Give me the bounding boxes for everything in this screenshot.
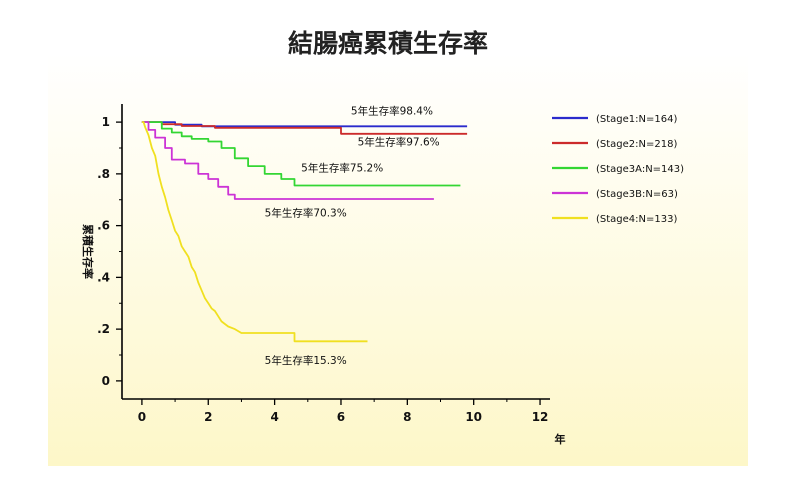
x-axis-label: 年 [555, 432, 566, 446]
chart-title: 結腸癌累積生存率 [288, 29, 488, 58]
y-tick-label: .6 [97, 219, 110, 233]
x-tick-label: 2 [204, 410, 212, 424]
series-line-3 [141, 121, 461, 187]
chart-area: 結腸癌累積生存率 0.2.4.6.8 1 0 2 4 6 8 10 12 年累積生存率 5年生存率… [48, 18, 748, 466]
y-axis-label: 累積生存率 [81, 224, 95, 279]
x-tick-label: 6 [337, 410, 345, 424]
survival-annotation: 5年生存率15.3% [265, 354, 347, 367]
x-tick-label: 12 [532, 410, 549, 424]
x-tick-label: 10 [465, 410, 482, 424]
legend-entry: (Stage1:N=164) [596, 114, 677, 125]
legend-entry: (Stage3A:N=143) [596, 164, 684, 175]
x-tick-label: 8 [403, 410, 411, 424]
series-line-5 [141, 121, 368, 343]
survival-annotation: 5年生存率75.2% [301, 161, 383, 174]
y-tick-label: 1 [102, 115, 110, 129]
survival-annotation: 5年生存率70.3% [265, 207, 347, 220]
legend-entry: (Stage4:N=133) [596, 214, 677, 225]
y-tick-label: .2 [97, 322, 110, 336]
survival-annotation: 5年生存率98.4% [351, 104, 433, 117]
series-line-4 [141, 121, 434, 200]
y-tick-label: .4 [97, 270, 110, 284]
y-tick-label: .8 [97, 167, 110, 181]
legend-entry: (Stage3B:N=63) [596, 189, 678, 200]
y-tick-label: 0 [102, 374, 110, 388]
legend-entry: (Stage2:N=218) [596, 139, 677, 150]
survival-annotation: 5年生存率97.6% [358, 135, 440, 148]
series-line-1 [141, 121, 468, 128]
x-tick-label: 4 [270, 410, 278, 424]
x-tick-label: 0 [138, 410, 146, 424]
